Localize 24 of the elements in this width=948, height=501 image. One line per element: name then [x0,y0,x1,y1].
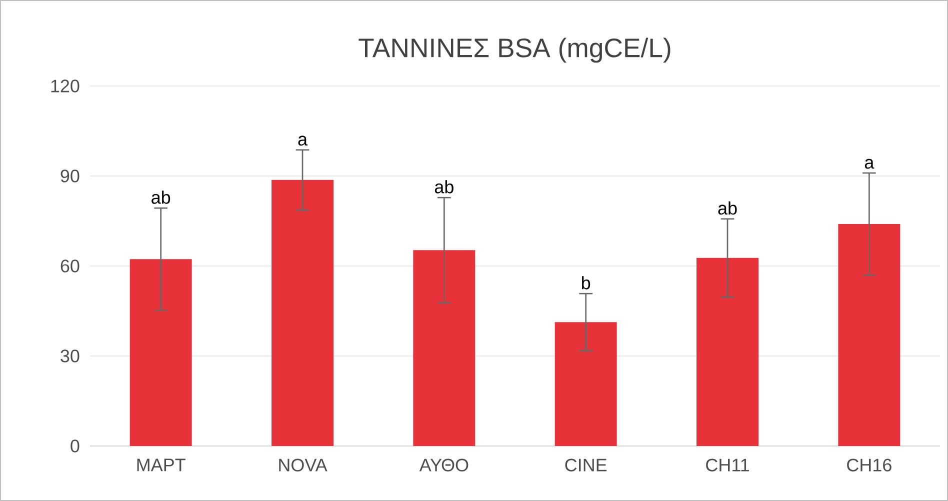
bar [838,224,900,446]
y-tick-label: 60 [60,260,80,272]
annotation: a [864,158,874,169]
bar [413,250,476,446]
annotation: a [298,136,308,146]
annotation: ab [434,180,454,194]
x-tick-label: NOVA [279,458,328,472]
annotation: ab [718,201,737,215]
y-tick-label: 0 [70,440,80,452]
x-tick-label: CH16 [847,458,892,472]
x-tick-label: ΜΑΡΤ [137,458,186,472]
annotation: ab [152,190,170,204]
x-tick-label: CINE [565,458,607,472]
bar [554,322,617,446]
y-tick-label: 120 [51,80,80,92]
bar [130,259,192,446]
y-tick-label: 90 [60,170,80,182]
chart-title: ΤΑΝΝΙΝΕΣ BSA (mgCE/L) [358,38,670,63]
x-tick-label: ΑΥΘΟ [419,458,468,472]
annotation: b [582,276,590,290]
bar [272,180,334,446]
y-tick-label: 30 [60,350,80,362]
x-tick-label: CH11 [706,458,749,472]
bar [696,258,759,446]
